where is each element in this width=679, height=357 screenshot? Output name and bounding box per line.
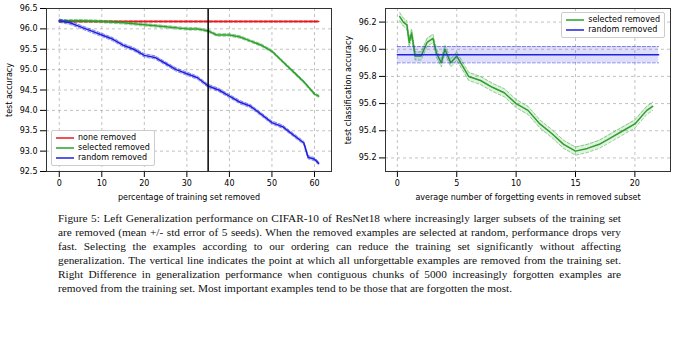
svg-text:60: 60 xyxy=(309,179,319,188)
svg-text:95.4: 95.4 xyxy=(359,126,377,135)
svg-text:95.5: 95.5 xyxy=(20,45,38,54)
html-text:selected removed: selected removed xyxy=(588,15,660,24)
svg-text:percentage of training set rem: percentage of training set removed xyxy=(118,193,260,202)
html-text:Figure 5: Left Generalization: Figure 5: Left Generalization performanc… xyxy=(58,212,621,294)
svg-text:50: 50 xyxy=(267,179,277,188)
html-text:random removed: random removed xyxy=(78,153,147,162)
svg-text:0: 0 xyxy=(57,179,62,188)
svg-text:10: 10 xyxy=(97,179,107,188)
html-text:selected removed: selected removed xyxy=(78,143,150,152)
svg-text:95.8: 95.8 xyxy=(359,72,377,81)
svg-text:95.2: 95.2 xyxy=(359,153,377,162)
svg-text:96.2: 96.2 xyxy=(359,18,377,27)
svg-text:95.6: 95.6 xyxy=(359,99,377,108)
svg-text:average number of forgetting e: average number of forgetting events in r… xyxy=(415,193,640,202)
svg-text:10: 10 xyxy=(511,179,521,188)
svg-text:96.0: 96.0 xyxy=(359,45,377,54)
svg-text:95.0: 95.0 xyxy=(20,65,38,74)
svg-text:20: 20 xyxy=(139,179,149,188)
svg-text:40: 40 xyxy=(224,179,234,188)
svg-text:5: 5 xyxy=(454,179,459,188)
svg-text:94.5: 94.5 xyxy=(20,86,38,95)
svg-text:92.5: 92.5 xyxy=(20,167,38,176)
svg-text:30: 30 xyxy=(182,179,192,188)
svg-text:15: 15 xyxy=(570,179,580,188)
html-text:none removed: none removed xyxy=(78,133,136,142)
svg-text:test accuracy: test accuracy xyxy=(5,63,14,117)
svg-text:0: 0 xyxy=(395,179,400,188)
html-text:random removed: random removed xyxy=(588,25,658,34)
svg-text:93.5: 93.5 xyxy=(20,126,38,135)
svg-text:test classification accuracy: test classification accuracy xyxy=(344,36,353,145)
svg-text:96.5: 96.5 xyxy=(20,4,38,13)
svg-text:93.0: 93.0 xyxy=(20,147,38,156)
svg-text:20: 20 xyxy=(630,179,640,188)
svg-text:96.0: 96.0 xyxy=(20,24,38,33)
svg-text:94.0: 94.0 xyxy=(20,106,38,115)
